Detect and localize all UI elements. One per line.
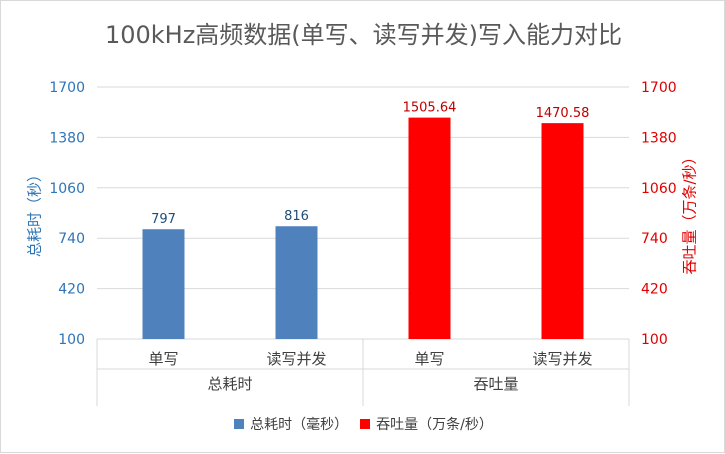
data-label-1-0: 1505.64 bbox=[403, 101, 457, 116]
left-axis-title: 总耗时（秒） bbox=[25, 166, 44, 258]
category-label-0-1: 读写并发 bbox=[266, 350, 326, 368]
left-tick-label-5: 1700 bbox=[49, 80, 85, 96]
data-label-1-1: 1470.58 bbox=[536, 106, 590, 121]
legend-label-throughput: 吞吐量（万条/秒） bbox=[376, 417, 493, 433]
legend-item-total-time: 总耗时（毫秒） bbox=[234, 414, 348, 434]
left-tick-label-4: 1380 bbox=[49, 130, 85, 146]
right-axis-title: 吞吐量（万条/秒） bbox=[680, 149, 699, 275]
legend-swatch-total-time bbox=[234, 419, 245, 429]
category-label-0-0: 单写 bbox=[148, 350, 178, 368]
data-label-0-0: 797 bbox=[151, 212, 176, 227]
right-tick-label-2: 740 bbox=[641, 231, 668, 247]
category-label-1-0: 单写 bbox=[414, 350, 444, 368]
data-label-0-1: 816 bbox=[284, 209, 309, 224]
category-label-1-1: 读写并发 bbox=[532, 350, 592, 368]
chart-title: 100kHz高频数据(单写、读写并发)写入能力对比 bbox=[104, 21, 623, 49]
bar-0-0 bbox=[142, 229, 185, 339]
right-tick-label-1: 420 bbox=[641, 282, 668, 298]
bar-1-1 bbox=[541, 123, 584, 339]
legend-swatch-throughput bbox=[360, 419, 371, 429]
left-tick-label-2: 740 bbox=[58, 231, 85, 247]
left-tick-label-0: 100 bbox=[58, 332, 85, 348]
right-tick-label-0: 100 bbox=[641, 332, 668, 348]
right-tick-label-3: 1060 bbox=[641, 181, 677, 197]
group-label-0: 总耗时 bbox=[207, 375, 252, 393]
legend: 总耗时（毫秒） 吞吐量（万条/秒） bbox=[1, 414, 725, 434]
legend-label-total-time: 总耗时（毫秒） bbox=[250, 417, 349, 433]
bar-0-1 bbox=[275, 226, 318, 339]
group-label-1: 吞吐量 bbox=[473, 375, 518, 393]
bar-1-0 bbox=[408, 117, 451, 340]
left-tick-label-3: 1060 bbox=[49, 181, 85, 197]
left-tick-label-1: 420 bbox=[58, 282, 85, 298]
right-tick-label-5: 1700 bbox=[641, 80, 677, 96]
right-tick-label-4: 1380 bbox=[641, 130, 677, 146]
legend-item-throughput: 吞吐量（万条/秒） bbox=[360, 414, 493, 434]
